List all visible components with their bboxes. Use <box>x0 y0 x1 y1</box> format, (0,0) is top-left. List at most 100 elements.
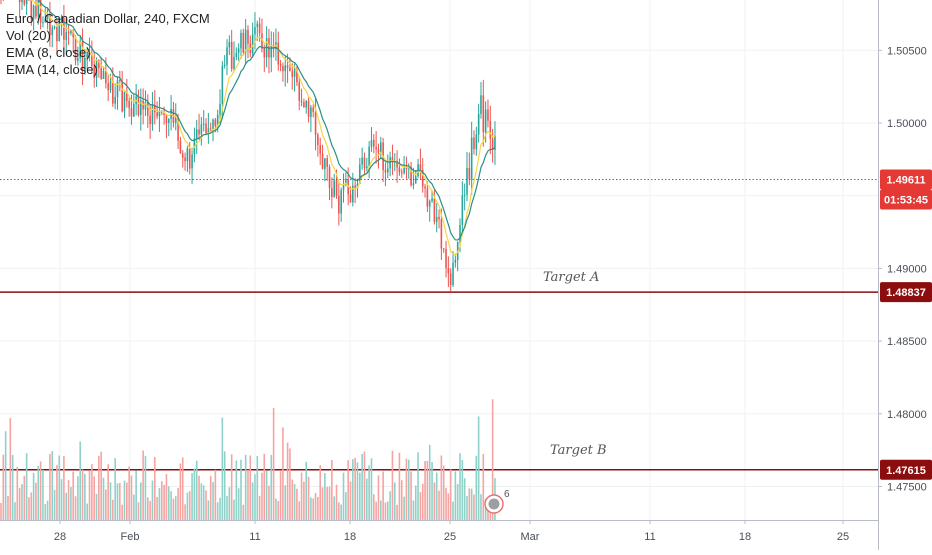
candle-body <box>270 44 273 58</box>
candle-body <box>368 146 370 167</box>
volume-bar <box>112 499 114 520</box>
volume-bar <box>361 453 363 520</box>
volume-bar <box>7 495 9 520</box>
candle-body <box>296 69 298 83</box>
volume-bar <box>174 496 177 520</box>
volume-bar <box>126 482 128 520</box>
candle-body <box>468 167 471 180</box>
candle-body <box>331 188 333 197</box>
volume-bar <box>116 483 119 520</box>
candle-body <box>153 105 156 113</box>
volume-bar <box>475 455 478 520</box>
volume-bar <box>370 458 373 520</box>
volume-bar <box>9 418 12 520</box>
candle-body <box>447 268 450 274</box>
volume-bar <box>46 500 49 520</box>
volume-bar <box>163 484 165 520</box>
volume-bar <box>435 472 438 520</box>
volume-bar <box>172 498 175 520</box>
volume-bar <box>414 485 417 520</box>
volume-bar <box>177 488 179 520</box>
chart-legend: Euro / Canadian Dollar, 240, FXCM Vol (2… <box>6 10 210 78</box>
candle-body <box>338 195 340 214</box>
time-tick-label: Mar <box>521 531 540 543</box>
volume-bar <box>398 452 401 520</box>
candle-body <box>433 198 436 222</box>
candle-body <box>494 135 496 150</box>
volume-bar <box>167 486 170 520</box>
candle-body <box>181 153 184 158</box>
ema8-indicator[interactable]: EMA (8, close) <box>6 45 91 60</box>
candle-body <box>107 83 109 91</box>
volume-bar <box>270 454 273 520</box>
volume-bar <box>32 472 35 520</box>
volume-bar <box>181 457 184 520</box>
candle-body <box>342 184 345 191</box>
candle-body <box>354 185 356 188</box>
candle-body <box>317 134 319 146</box>
candle-body <box>179 140 182 154</box>
candle-body <box>424 186 426 189</box>
candle-body <box>142 100 144 110</box>
volume-bar <box>345 492 347 520</box>
candle-body <box>398 167 401 173</box>
candle-body <box>298 82 301 101</box>
candle-body <box>121 81 123 112</box>
volume-bar <box>200 483 203 520</box>
volume-bar <box>375 501 377 520</box>
volume-bar <box>396 504 398 520</box>
candle-body <box>265 38 268 58</box>
volume-bar <box>123 480 126 520</box>
candle-body <box>491 138 494 150</box>
candle-body <box>375 146 377 150</box>
candle-body <box>312 107 315 112</box>
candle-body <box>102 70 105 79</box>
candle-body <box>328 166 331 189</box>
candle-body <box>403 168 405 174</box>
candle-body <box>333 180 335 197</box>
candle-body <box>25 0 28 5</box>
candle-body <box>93 66 95 78</box>
volume-bar <box>165 473 168 520</box>
candle-body <box>223 64 226 67</box>
candle-body <box>67 32 70 34</box>
alert-icon[interactable]: 6 <box>484 489 510 514</box>
symbol-title[interactable]: Euro / Canadian Dollar, 240, FXCM <box>6 11 210 26</box>
volume-bar <box>377 475 380 520</box>
candle-body <box>326 158 328 167</box>
candle-body <box>389 157 391 169</box>
candle-body <box>74 37 77 61</box>
volume-bar <box>77 476 79 520</box>
candle-body <box>244 29 247 53</box>
volume-bar <box>133 494 135 520</box>
volume-bar <box>349 481 352 520</box>
volume-bar <box>347 460 349 520</box>
volume-bar <box>279 471 282 520</box>
candle-body <box>449 273 452 285</box>
vol-indicator[interactable]: Vol (20) <box>6 28 51 43</box>
candle-body <box>412 183 415 186</box>
volume-bar <box>2 454 5 520</box>
candle-body <box>88 51 91 55</box>
candle-body <box>200 124 203 135</box>
volume-bar <box>456 484 459 520</box>
volume-bar <box>135 470 137 520</box>
volume-bar <box>184 504 186 520</box>
horizontal-levels[interactable] <box>0 291 878 471</box>
time-axis[interactable]: 28 Feb 11 18 25 Mar 11 18 25 <box>0 520 878 550</box>
volume-bar <box>354 457 356 520</box>
price-tick-label: 1.50500 <box>887 45 927 57</box>
volume-bar <box>156 497 158 520</box>
candle-body <box>263 48 266 58</box>
price-axis[interactable]: 1.50500 1.50000 1.49000 1.48500 1.48000 1.475… <box>878 0 932 550</box>
volume-bar <box>193 468 196 520</box>
volume-bar <box>153 457 156 520</box>
candle-body <box>205 123 207 134</box>
candle-body <box>237 48 240 53</box>
candle-body <box>391 157 394 162</box>
volume-bar <box>289 448 291 520</box>
ema14-indicator[interactable]: EMA (14, close) <box>6 62 98 77</box>
volume-bar <box>338 502 340 520</box>
